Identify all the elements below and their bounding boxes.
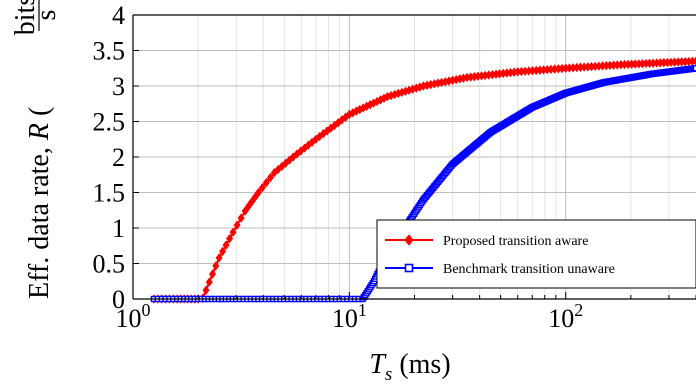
y-tick-label: 2.5	[93, 108, 126, 137]
data-point	[226, 233, 234, 244]
data-point	[241, 206, 249, 216]
series-proposed	[150, 56, 696, 304]
y-tick-label: 1	[112, 214, 125, 243]
data-point	[229, 227, 237, 237]
data-point	[212, 261, 220, 271]
data-point	[245, 201, 253, 212]
x-tick-label: 101	[332, 300, 367, 333]
data-point	[237, 213, 245, 223]
y-axis-title-text: Eff. data rate, R (	[24, 107, 55, 299]
data-point	[205, 277, 213, 287]
data-point	[692, 56, 696, 66]
y-unit-denominator: s	[31, 10, 62, 21]
y-tick-label: 0	[112, 285, 125, 314]
data-point	[692, 65, 696, 72]
data-point	[233, 220, 241, 230]
data-point	[215, 253, 223, 263]
x-tick-label: 102	[548, 300, 583, 333]
y-tick-label: 3.5	[93, 37, 126, 66]
data-point	[222, 240, 230, 250]
legend-box	[376, 219, 696, 289]
y-tick-label: 1.5	[93, 179, 126, 208]
data-point	[202, 285, 210, 295]
y-tick-label: 2	[112, 143, 125, 172]
y-tick-label: 0.5	[93, 250, 126, 279]
data-point	[209, 269, 217, 279]
legend-label: Proposed transition aware	[443, 234, 588, 249]
x-tick-label: 100	[116, 300, 151, 333]
legend-entry: Benchmark transition unaware	[385, 262, 615, 277]
y-tick-label: 4	[112, 1, 125, 30]
y-unit-numerator: bits	[10, 0, 41, 35]
data-point	[219, 246, 227, 257]
legend: Proposed transition aware Benchmark trans…	[376, 219, 696, 289]
axes: 0 0.5 1 1.5 2 2.5 3 3.5 4 100 101 102	[93, 1, 696, 333]
data-point	[266, 172, 274, 183]
data-point	[262, 177, 270, 188]
data-point	[251, 192, 259, 202]
data-point	[258, 182, 266, 193]
legend-marker-diamond	[404, 234, 414, 246]
data-point	[254, 187, 262, 198]
x-axis-title: Ts (ms)	[369, 349, 450, 385]
legend-marker-square	[404, 263, 414, 273]
y-tick-label: 3	[112, 72, 125, 101]
data-point	[248, 197, 256, 207]
legend-label: Benchmark transition unaware	[443, 262, 615, 277]
legend-entry: Proposed transition aware	[385, 234, 588, 249]
